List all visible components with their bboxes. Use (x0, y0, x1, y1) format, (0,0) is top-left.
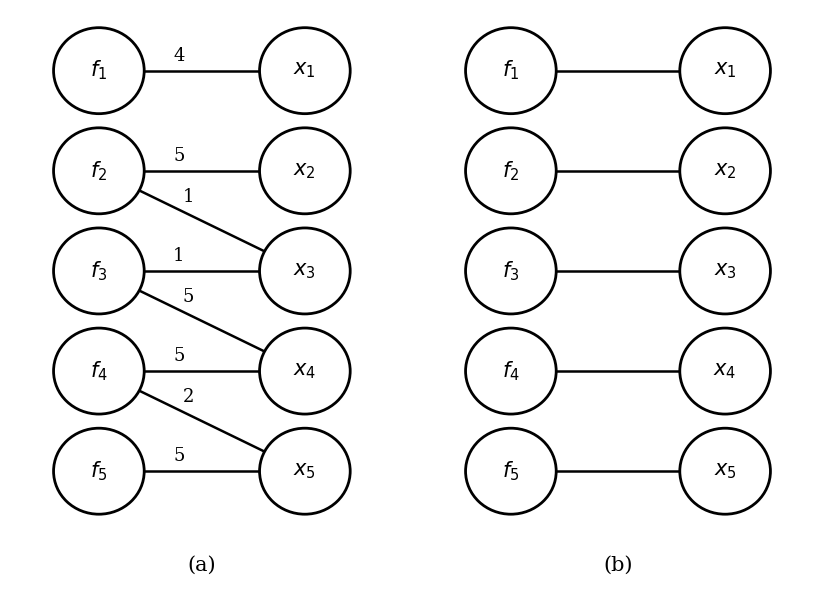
Ellipse shape (680, 328, 770, 414)
Text: $x_3$: $x_3$ (714, 261, 737, 281)
Text: $f_1$: $f_1$ (91, 59, 107, 82)
Text: $x_2$: $x_2$ (714, 161, 737, 181)
Ellipse shape (54, 28, 144, 114)
Ellipse shape (466, 28, 556, 114)
Ellipse shape (466, 128, 556, 214)
Text: $x_4$: $x_4$ (293, 361, 316, 381)
Ellipse shape (680, 28, 770, 114)
Ellipse shape (260, 228, 350, 314)
Ellipse shape (54, 328, 144, 414)
Text: (b): (b) (603, 556, 633, 575)
Text: $x_1$: $x_1$ (293, 61, 316, 81)
Ellipse shape (466, 428, 556, 514)
Text: 2: 2 (183, 388, 194, 406)
Text: 5: 5 (173, 448, 185, 465)
Ellipse shape (680, 428, 770, 514)
Text: $f_3$: $f_3$ (90, 259, 108, 283)
Ellipse shape (466, 328, 556, 414)
Text: $f_2$: $f_2$ (91, 159, 107, 183)
Text: $x_4$: $x_4$ (714, 361, 737, 381)
Ellipse shape (680, 228, 770, 314)
Text: (a): (a) (188, 556, 216, 575)
Ellipse shape (680, 128, 770, 214)
Text: $f_1$: $f_1$ (503, 59, 519, 82)
Ellipse shape (54, 428, 144, 514)
Text: $f_3$: $f_3$ (502, 259, 520, 283)
Ellipse shape (260, 428, 350, 514)
Text: 5: 5 (183, 287, 194, 306)
Text: $f_5$: $f_5$ (90, 459, 108, 483)
Text: $f_4$: $f_4$ (502, 359, 520, 383)
Ellipse shape (260, 328, 350, 414)
Ellipse shape (54, 228, 144, 314)
Text: $x_2$: $x_2$ (293, 161, 316, 181)
Text: 5: 5 (173, 348, 185, 365)
Text: $x_3$: $x_3$ (293, 261, 316, 281)
Ellipse shape (260, 128, 350, 214)
Text: $x_1$: $x_1$ (714, 61, 737, 81)
Ellipse shape (466, 228, 556, 314)
Text: $f_4$: $f_4$ (90, 359, 108, 383)
Ellipse shape (260, 28, 350, 114)
Text: $x_5$: $x_5$ (293, 461, 316, 481)
Text: 1: 1 (173, 247, 185, 265)
Text: 5: 5 (173, 147, 185, 165)
Text: 1: 1 (183, 187, 194, 206)
Text: 4: 4 (173, 47, 185, 65)
Ellipse shape (54, 128, 144, 214)
Text: $f_2$: $f_2$ (503, 159, 519, 183)
Text: $f_5$: $f_5$ (502, 459, 520, 483)
Text: $x_5$: $x_5$ (714, 461, 737, 481)
